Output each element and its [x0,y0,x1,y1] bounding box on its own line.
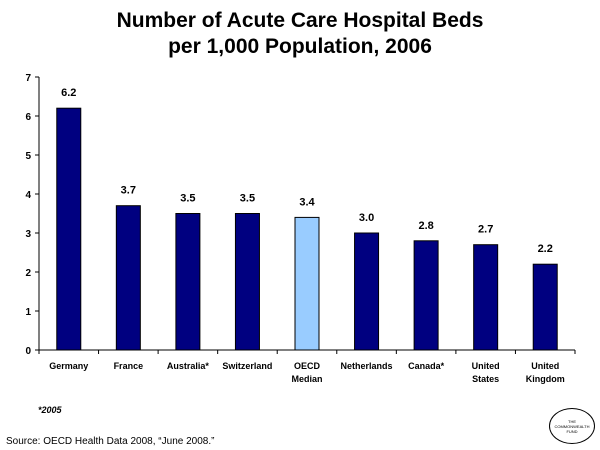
x-tick-label-line: Netherlands [341,361,393,371]
bar [175,213,201,351]
data-label: 2.8 [418,220,433,232]
footnote: *2005 [38,405,62,415]
y-tick-label: 2 [25,268,31,279]
x-tick-label-line: Switzerland [222,361,272,371]
x-tick-label-line: States [472,374,499,384]
x-tick-label: France [114,361,144,371]
x-tick-label: Canada* [408,361,445,371]
x-tick-label-line: United [531,361,559,371]
data-label: 2.7 [478,224,493,236]
x-tick-label: OECD Median [291,361,322,384]
source-note: Source: OECD Health Data 2008, “June 200… [6,436,215,447]
data-label: 2.2 [538,243,553,255]
y-tick-label: 3 [25,229,31,240]
y-tick-label: 6 [25,112,31,123]
bar [294,216,320,351]
x-tick-label: Australia* [167,361,210,371]
bar [413,240,439,351]
x-tick-label-line: Median [291,374,322,384]
x-tick-label: United States [472,361,500,384]
y-tick-label: 5 [25,151,31,162]
x-tick-label: United Kingdom [526,361,565,384]
bar [56,107,82,351]
data-label: 3.0 [359,212,374,224]
x-tick-label-line: Germany [49,361,88,371]
bar [234,213,260,351]
bar [473,244,499,351]
x-tick-label-line: Australia* [167,361,210,371]
chart-title-line-2: per 1,000 Population, 2006 [168,35,432,58]
x-tick-label-line: France [114,361,144,371]
data-label: 3.7 [121,185,136,197]
data-label: 3.5 [180,193,195,205]
data-label: 3.5 [240,193,255,205]
chart-title-line-1: Number of Acute Care Hospital Beds [116,9,484,32]
x-tick-label-line: Kingdom [526,374,565,384]
y-tick-label: 0 [25,346,31,357]
x-tick-label-line: Canada* [408,361,445,371]
x-tick-label-line: United [472,361,500,371]
x-tick-label: Germany [49,361,88,371]
x-tick-label-line: OECD [294,361,321,371]
data-label: 3.4 [299,196,315,208]
bar [115,205,141,351]
bar [354,232,380,351]
x-tick-label: Netherlands [341,361,393,371]
y-tick-label: 7 [25,73,31,84]
chart-title: Number of Acute Care Hospital Beds per 1… [0,8,600,60]
y-tick-label: 1 [25,307,31,318]
x-tick-label: Switzerland [222,361,272,371]
bar [532,263,558,351]
y-tick-label: 4 [25,190,31,201]
commonwealth-fund-logo: THE COMMONWEALTH FUND [549,408,595,444]
data-label: 6.2 [61,87,76,99]
